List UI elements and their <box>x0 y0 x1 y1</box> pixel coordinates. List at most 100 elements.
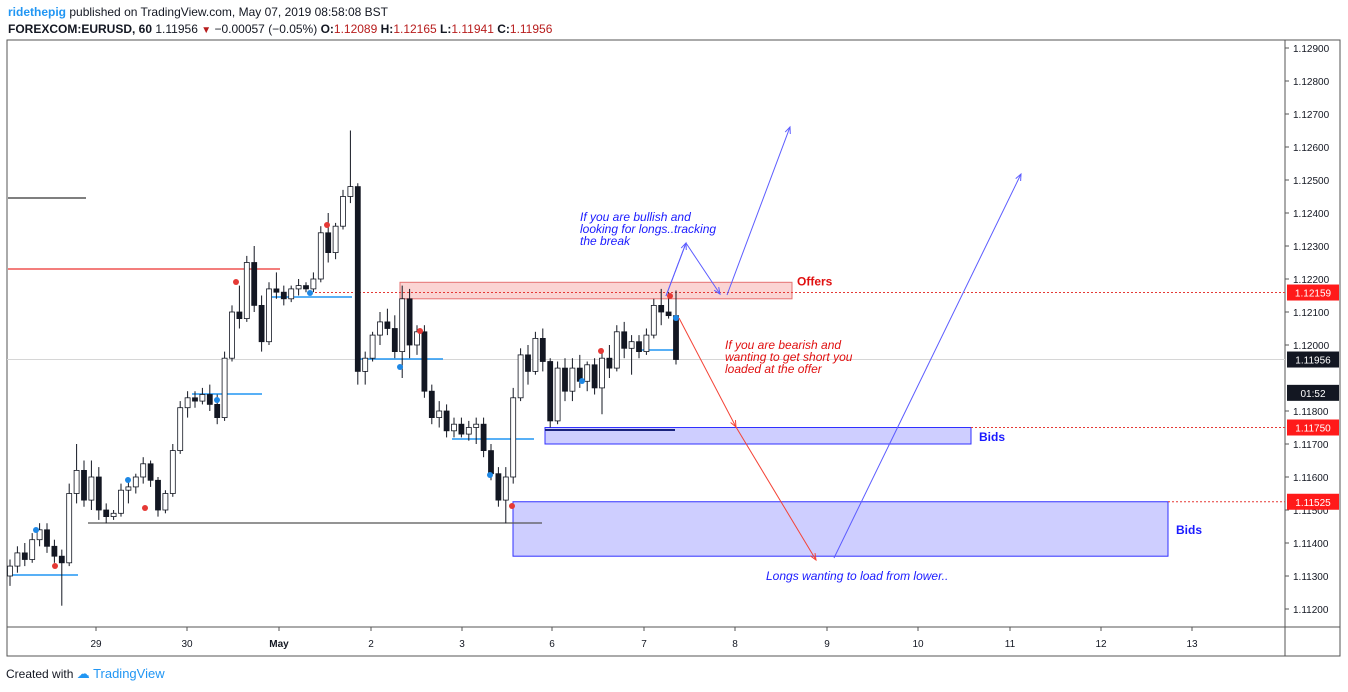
pivot-dot <box>487 472 493 478</box>
candle-body <box>288 288 295 300</box>
publish-line: ridethepig published on TradingView.com,… <box>8 5 388 19</box>
candle-body <box>88 476 95 501</box>
tradingview-brand[interactable]: TradingView <box>93 666 165 681</box>
x-tick-label: 29 <box>90 639 102 650</box>
candle-body <box>650 304 657 336</box>
candle-body <box>406 298 413 346</box>
candle-body <box>428 390 435 419</box>
pivot-dot <box>667 293 673 299</box>
y-tick-label: 1.11500 <box>1293 506 1329 517</box>
candle-body <box>340 196 346 227</box>
footer: Created with ☁ TradingView <box>6 666 165 682</box>
candle-body <box>51 545 58 557</box>
candle-body <box>199 394 206 402</box>
zone-label-bids: Bids <box>979 430 1005 444</box>
candle-body <box>221 357 228 419</box>
bull-arrow-3 <box>726 126 791 296</box>
candle-body <box>177 407 184 452</box>
annotation-text: If you are bearish and <box>725 338 841 352</box>
annotation-text: loaded at the offer <box>725 362 823 376</box>
candle-body <box>621 331 628 349</box>
price-label: 1.11956 <box>1295 356 1331 367</box>
zone-bids <box>512 501 1169 557</box>
candle-body <box>81 469 87 501</box>
down-triangle-icon: ▼ <box>201 25 212 36</box>
tradingview-logo-icon[interactable]: ☁ <box>76 666 90 681</box>
candle-body <box>184 397 191 409</box>
candle-body <box>451 423 457 432</box>
x-tick-label: 2 <box>368 639 374 650</box>
bull-arrow-3-head <box>784 125 791 135</box>
candle-body <box>658 304 665 313</box>
candle-body <box>665 311 672 317</box>
author-name[interactable]: ridethepig <box>8 5 67 19</box>
candle-body <box>569 367 576 392</box>
candle-body <box>325 232 332 254</box>
price-label-box <box>1287 419 1339 436</box>
high-label: H: <box>380 22 394 36</box>
open-value: 1.12089 <box>333 22 378 36</box>
candle-body <box>599 357 605 389</box>
y-tick-label: 1.12600 <box>1293 143 1330 154</box>
pivot-dot <box>579 378 585 384</box>
candle-body <box>458 423 465 435</box>
x-tick-label: 3 <box>459 639 465 650</box>
zone-bids <box>544 427 972 445</box>
pivot-dot <box>598 348 604 354</box>
pivot-dot <box>673 315 679 321</box>
candle-body <box>628 341 635 349</box>
candle-body <box>103 509 110 517</box>
publish-info: published on TradingView.com, May 07, 20… <box>69 5 389 19</box>
pivot-dot <box>214 397 220 403</box>
price-label: 1.12159 <box>1295 289 1332 300</box>
zone-offers <box>399 281 793 300</box>
candle-body <box>547 361 554 422</box>
pivot-dot <box>417 328 423 334</box>
candle-body <box>488 450 494 475</box>
candle-body <box>125 486 132 491</box>
candle-body <box>347 186 354 197</box>
candle-body <box>636 341 642 353</box>
price-label-box <box>1287 351 1339 368</box>
candle-body <box>539 337 546 362</box>
x-tick-label: 11 <box>1005 639 1016 650</box>
x-tick-label: 8 <box>732 639 738 650</box>
y-tick-label: 1.12400 <box>1293 209 1330 220</box>
candle-body <box>399 298 406 352</box>
y-tick-label: 1.12800 <box>1293 77 1330 88</box>
candle-body <box>192 397 198 402</box>
symbol-line: FOREXCOM:EURUSD, 60 1.11956 ▼ −0.00057 (… <box>8 22 552 36</box>
candle-body <box>162 493 169 511</box>
bear-arrow-1 <box>678 317 737 428</box>
pivot-dot <box>52 563 58 569</box>
close-value: 1.11956 <box>509 22 553 36</box>
created-with-text: Created with <box>6 667 74 681</box>
candle-body <box>421 331 428 392</box>
zone-label-offers: Offers <box>797 274 833 288</box>
annotation-text: If you are bullish and <box>580 210 691 224</box>
candle-body <box>66 493 73 564</box>
pivot-dot <box>125 477 131 483</box>
candle-body <box>584 364 591 382</box>
y-tick-label: 1.11400 <box>1293 539 1329 550</box>
candle-body <box>147 463 154 481</box>
x-tick-label: May <box>269 639 289 650</box>
candle-body <box>317 232 324 280</box>
candle-body <box>495 473 502 501</box>
candle-body <box>369 334 376 359</box>
candle-body <box>673 315 679 360</box>
y-tick-label: 1.11700 <box>1293 440 1329 451</box>
bear-arrow-2 <box>735 426 817 561</box>
candle-body <box>480 423 487 452</box>
candle-body <box>613 331 620 369</box>
zone-label-bids: Bids <box>1176 523 1202 537</box>
candle-body <box>95 476 102 511</box>
bull-arrow-2 <box>685 242 721 295</box>
price-label-box <box>1287 284 1339 301</box>
candle-body <box>606 357 613 369</box>
candle-body <box>36 529 43 541</box>
candle-body <box>332 225 339 253</box>
pivot-dot <box>233 279 239 285</box>
candle-body <box>473 423 480 428</box>
